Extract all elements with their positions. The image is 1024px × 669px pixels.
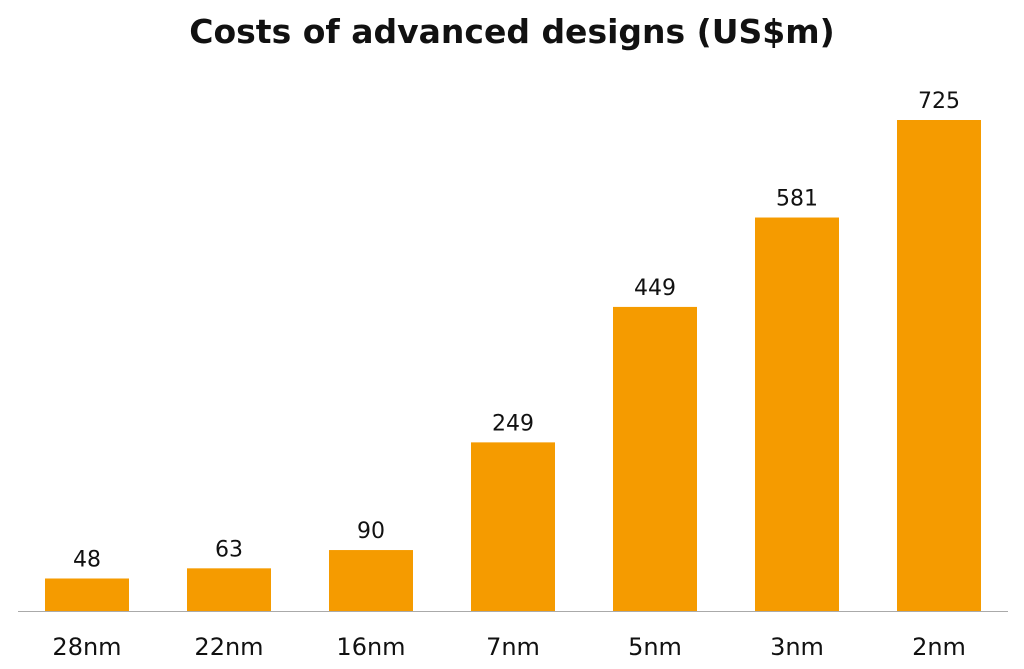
x-tick-label-28nm: 28nm xyxy=(52,633,121,661)
bar-7nm xyxy=(471,442,555,611)
value-label-28nm: 48 xyxy=(73,547,101,572)
x-tick-label-7nm: 7nm xyxy=(486,633,540,661)
value-label-5nm: 449 xyxy=(634,276,676,301)
value-label-7nm: 249 xyxy=(492,411,534,436)
value-label-22nm: 63 xyxy=(215,537,243,562)
bar-2nm xyxy=(897,120,981,611)
bar-3nm xyxy=(755,217,839,611)
value-label-3nm: 581 xyxy=(776,187,818,212)
x-tick-label-22nm: 22nm xyxy=(194,633,263,661)
value-label-2nm: 725 xyxy=(918,89,960,114)
bar-28nm xyxy=(45,578,129,611)
chart-title: Costs of advanced designs (US$m) xyxy=(189,12,835,51)
value-label-16nm: 90 xyxy=(357,519,385,544)
x-tick-label-16nm: 16nm xyxy=(336,633,405,661)
bar-5nm xyxy=(613,306,697,611)
bar-22nm xyxy=(187,568,271,611)
bar-16nm xyxy=(329,550,413,611)
x-tick-label-5nm: 5nm xyxy=(628,633,682,661)
bars-group xyxy=(45,120,981,611)
value-labels-group: 48 63 90 249 449 581 725 xyxy=(73,89,960,572)
x-tick-label-3nm: 3nm xyxy=(770,633,824,661)
x-tick-label-2nm: 2nm xyxy=(912,633,966,661)
x-tick-labels-group: 28nm 22nm 16nm 7nm 5nm 3nm 2nm xyxy=(52,633,966,661)
